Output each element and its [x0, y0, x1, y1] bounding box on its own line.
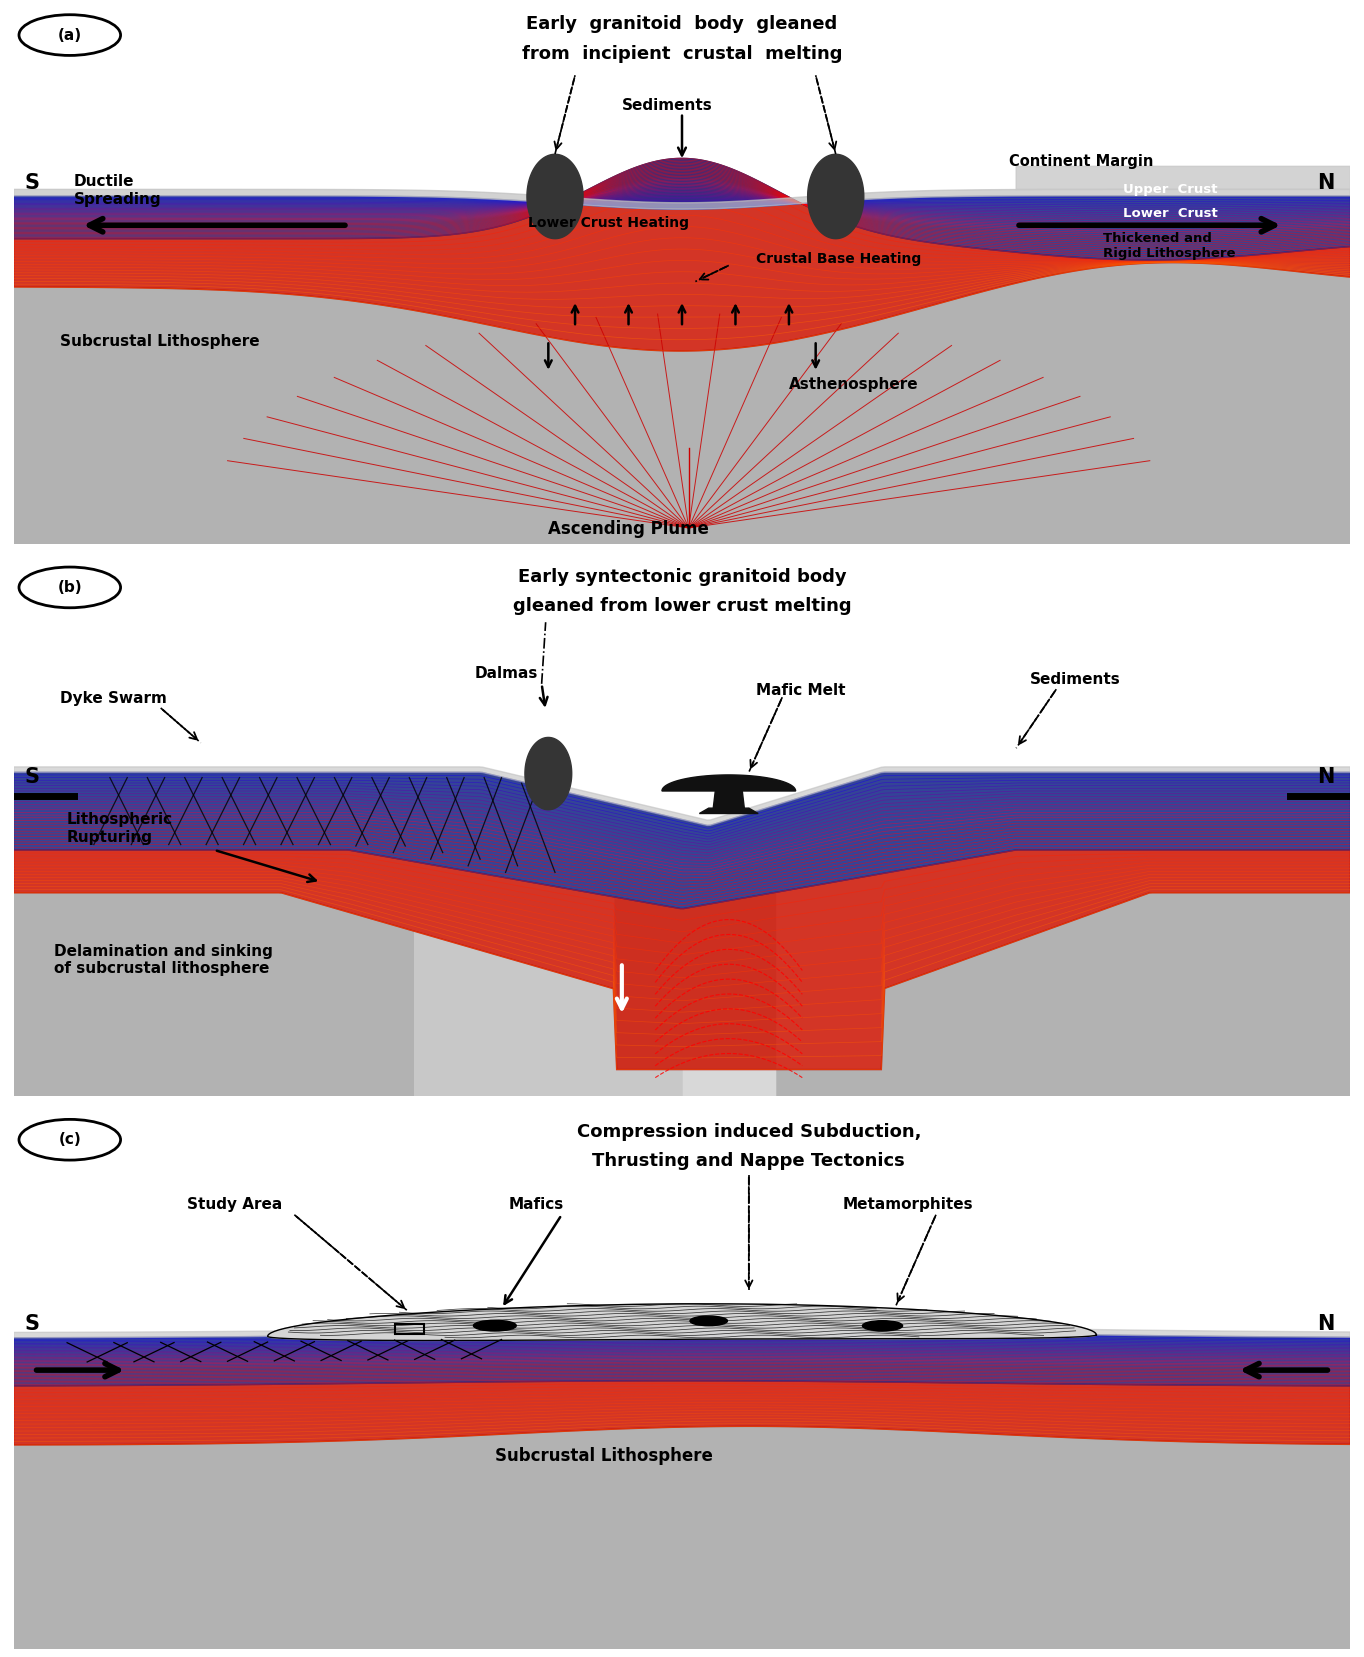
Text: Upper  Crust: Upper Crust	[1123, 184, 1218, 196]
Text: Metamorphites: Metamorphites	[843, 1198, 973, 1213]
Polygon shape	[700, 809, 758, 814]
Text: Sediments: Sediments	[622, 98, 712, 113]
Text: N: N	[1318, 174, 1334, 194]
Text: (b): (b)	[57, 580, 82, 595]
Polygon shape	[1016, 166, 1350, 189]
Text: Ascending Plume: Ascending Plume	[548, 520, 709, 539]
Text: Subcrustal Lithosphere: Subcrustal Lithosphere	[495, 1447, 713, 1465]
Text: Crustal Base Heating: Crustal Base Heating	[756, 252, 921, 265]
Text: Lower Crust Heating: Lower Crust Heating	[528, 215, 689, 230]
Text: Lower  Crust: Lower Crust	[1123, 207, 1218, 220]
Text: Mafics: Mafics	[509, 1198, 563, 1213]
Polygon shape	[713, 790, 745, 812]
Polygon shape	[14, 1427, 1350, 1649]
Polygon shape	[14, 893, 1350, 1097]
Ellipse shape	[473, 1321, 516, 1331]
Text: Mafic Melt: Mafic Melt	[756, 683, 846, 698]
Text: S: S	[25, 1314, 40, 1334]
Text: Sediments: Sediments	[1030, 671, 1120, 688]
Text: Asthenosphere: Asthenosphere	[788, 376, 918, 391]
Polygon shape	[527, 154, 582, 239]
Polygon shape	[415, 931, 682, 1097]
Polygon shape	[14, 767, 1350, 825]
Polygon shape	[14, 263, 1350, 543]
Text: (c): (c)	[59, 1132, 80, 1147]
Polygon shape	[14, 1326, 1350, 1337]
Polygon shape	[615, 893, 776, 1097]
Text: Thrusting and Nappe Tectonics: Thrusting and Nappe Tectonics	[592, 1152, 906, 1170]
Text: Dyke Swarm: Dyke Swarm	[60, 691, 168, 706]
Polygon shape	[267, 1304, 1097, 1341]
Polygon shape	[807, 154, 863, 239]
Text: (a): (a)	[57, 28, 82, 43]
Text: Subcrustal Lithosphere: Subcrustal Lithosphere	[60, 333, 261, 350]
Polygon shape	[14, 159, 1350, 260]
Text: Continent Margin: Continent Margin	[1009, 154, 1154, 169]
Text: gleaned from lower crust melting: gleaned from lower crust melting	[513, 597, 851, 615]
Bar	[394, 1324, 424, 1334]
Text: S: S	[25, 174, 40, 194]
Polygon shape	[14, 1332, 1350, 1385]
Text: S: S	[25, 767, 40, 787]
Text: N: N	[1318, 767, 1334, 787]
Text: Compression induced Subduction,: Compression induced Subduction,	[577, 1123, 921, 1140]
Text: Early  granitoid  body  gleaned: Early granitoid body gleaned	[527, 15, 837, 33]
Polygon shape	[14, 159, 1350, 351]
Text: from  incipient  crustal  melting: from incipient crustal melting	[522, 45, 842, 63]
Ellipse shape	[862, 1321, 903, 1331]
Polygon shape	[14, 772, 1350, 908]
Text: Early syntectonic granitoid body: Early syntectonic granitoid body	[518, 568, 846, 585]
Text: Study Area: Study Area	[187, 1198, 282, 1213]
Polygon shape	[14, 850, 1350, 1070]
Text: Delamination and sinking
of subcrustal lithosphere: Delamination and sinking of subcrustal l…	[53, 944, 273, 976]
Text: Lithospheric
Rupturing: Lithospheric Rupturing	[67, 812, 173, 845]
Text: Thickened and
Rigid Lithosphere: Thickened and Rigid Lithosphere	[1103, 232, 1236, 260]
Text: N: N	[1318, 1314, 1334, 1334]
Polygon shape	[14, 189, 1350, 209]
Text: Dalmas: Dalmas	[475, 666, 539, 681]
Ellipse shape	[690, 1316, 727, 1326]
Polygon shape	[662, 775, 795, 790]
Polygon shape	[525, 737, 572, 810]
Text: Ductile
Spreading: Ductile Spreading	[74, 174, 161, 207]
Polygon shape	[14, 1380, 1350, 1445]
